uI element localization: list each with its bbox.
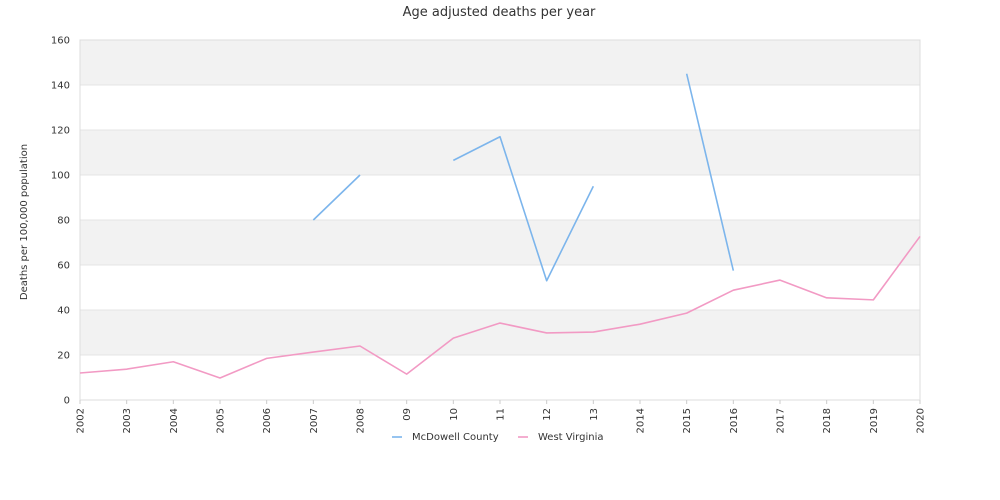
series-line-segment: [79, 235, 921, 379]
y-tick-label: 40: [57, 306, 70, 317]
series-line-segment: [312, 174, 361, 221]
y-tick-label: 20: [57, 351, 70, 362]
y-tick-label: 60: [57, 261, 70, 272]
x-tick-label: 2006: [262, 408, 273, 433]
x-axis: 2002 2003 2004 2005 2006 2007 2008 09 10 11 12 13 20…: [76, 400, 927, 433]
grid-band: [80, 265, 920, 310]
grid-band: [80, 85, 920, 130]
y-tick-label: 140: [51, 81, 70, 92]
x-tick-label: 2005: [216, 408, 227, 433]
x-tick-label: 2008: [356, 408, 367, 433]
x-tick-label: 2020: [916, 408, 927, 433]
x-tick-label: 2019: [869, 408, 880, 433]
series-line-segment: [452, 135, 595, 282]
y-axis-label: Deaths per 100,000 population: [19, 144, 30, 300]
y-tick-label: 160: [51, 36, 70, 47]
x-tick-label: 10: [449, 408, 460, 421]
y-axis: 0 20 40 60 80 100 120 140 160: [51, 36, 70, 407]
grid-band: [80, 40, 920, 85]
y-tick-label: 80: [57, 216, 70, 227]
grid-bands: [80, 40, 920, 400]
x-tick-label: 11: [496, 408, 507, 421]
x-tick-label: 2007: [309, 408, 320, 433]
series-line-segment: [685, 73, 735, 271]
grid-band: [80, 175, 920, 220]
x-tick-label: 2003: [122, 408, 133, 433]
chart-title: Age adjusted deaths per year: [403, 5, 596, 20]
series-1: [79, 235, 921, 379]
x-tick-label: 2015: [682, 408, 693, 433]
x-tick-label: 2004: [169, 408, 180, 433]
legend: McDowell County West Virginia: [392, 432, 603, 443]
x-tick-label: 2017: [776, 408, 787, 433]
x-tick-label: 12: [542, 408, 553, 421]
grid-band: [80, 355, 920, 400]
legend-label: West Virginia: [538, 432, 603, 443]
x-tick-label: 2016: [729, 408, 740, 433]
series-layer: [79, 73, 921, 379]
y-tick-label: 120: [51, 126, 70, 137]
x-tick-label: 09: [402, 408, 413, 421]
x-tick-label: 2002: [76, 408, 87, 433]
y-tick-label: 0: [64, 396, 70, 407]
grid-band: [80, 310, 920, 355]
x-tick-label: 2018: [822, 408, 833, 433]
x-tick-label: 13: [589, 408, 600, 421]
grid-band: [80, 220, 920, 265]
x-tick-label: 2014: [636, 408, 647, 433]
legend-label: McDowell County: [412, 432, 499, 443]
series-0: [312, 73, 735, 282]
y-tick-label: 100: [51, 171, 70, 182]
